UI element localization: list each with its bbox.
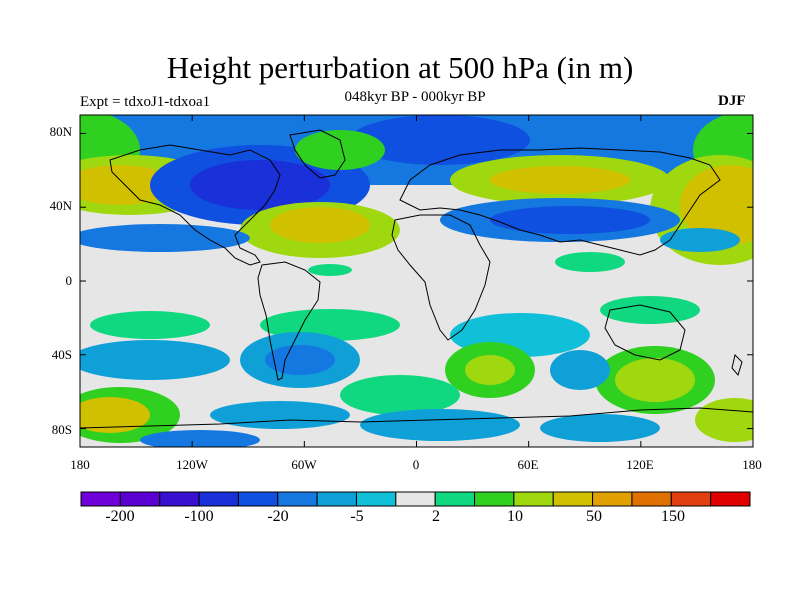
- experiment-label: Expt = tdxoJ1-tdxoa1: [80, 94, 211, 110]
- colorbar-label: -200: [105, 508, 135, 525]
- colorbar-swatch: [355, 491, 397, 507]
- colorbar-swatch: [159, 491, 200, 507]
- colorbar-swatch: [80, 491, 121, 507]
- colorbar-swatch: [395, 491, 436, 507]
- lon-tick-label: 60W: [291, 457, 317, 472]
- subtitle: 048kyr BP - 000kyr BP: [344, 89, 486, 105]
- colorbar-label: -100: [184, 508, 214, 525]
- lat-tick-label: 80N: [49, 124, 72, 139]
- colorbar-swatch: [710, 491, 751, 507]
- colorbar-label: -5: [350, 508, 364, 525]
- lon-tick-label: 180: [742, 457, 762, 472]
- lat-tick-label: 40N: [49, 198, 72, 213]
- colorbar-label: 10: [507, 508, 523, 525]
- colorbar: [80, 491, 751, 507]
- height-perturbation-field: [80, 115, 753, 447]
- lon-tick-label: 0: [412, 457, 420, 472]
- lon-tick-label: 120E: [626, 457, 654, 472]
- colorbar-label: 150: [661, 508, 685, 525]
- colorbar-swatch: [670, 491, 712, 507]
- plot-title: Height perturbation at 500 hPa (in m): [166, 50, 634, 85]
- colorbar-swatch: [592, 491, 633, 507]
- colorbar-swatch: [631, 491, 672, 507]
- coastlines: [80, 129, 753, 429]
- colorbar-label: 50: [586, 508, 602, 525]
- axis-ticks: [79, 115, 754, 447]
- colorbar-swatch: [198, 491, 239, 507]
- lon-tick-label: 120W: [176, 457, 208, 472]
- lon-tick-label: 60E: [517, 457, 539, 472]
- lat-tick-label: 0: [65, 273, 73, 288]
- colorbar-swatch: [237, 491, 279, 507]
- colorbar-swatch: [277, 491, 318, 507]
- lon-tick-label: 180: [70, 457, 90, 472]
- colorbar-swatch: [552, 491, 594, 507]
- lat-tick-label: 40S: [51, 347, 72, 362]
- colorbar-swatch: [434, 491, 476, 507]
- colorbar-label: 2: [432, 508, 440, 525]
- lat-tick-label: 80S: [51, 422, 72, 437]
- colorbar-swatch: [474, 491, 515, 507]
- colorbar-swatch: [513, 491, 554, 507]
- colorbar-label: -20: [267, 508, 289, 525]
- colorbar-swatch: [316, 491, 357, 507]
- season-label: DJF: [718, 93, 746, 109]
- colorbar-swatch: [119, 491, 161, 507]
